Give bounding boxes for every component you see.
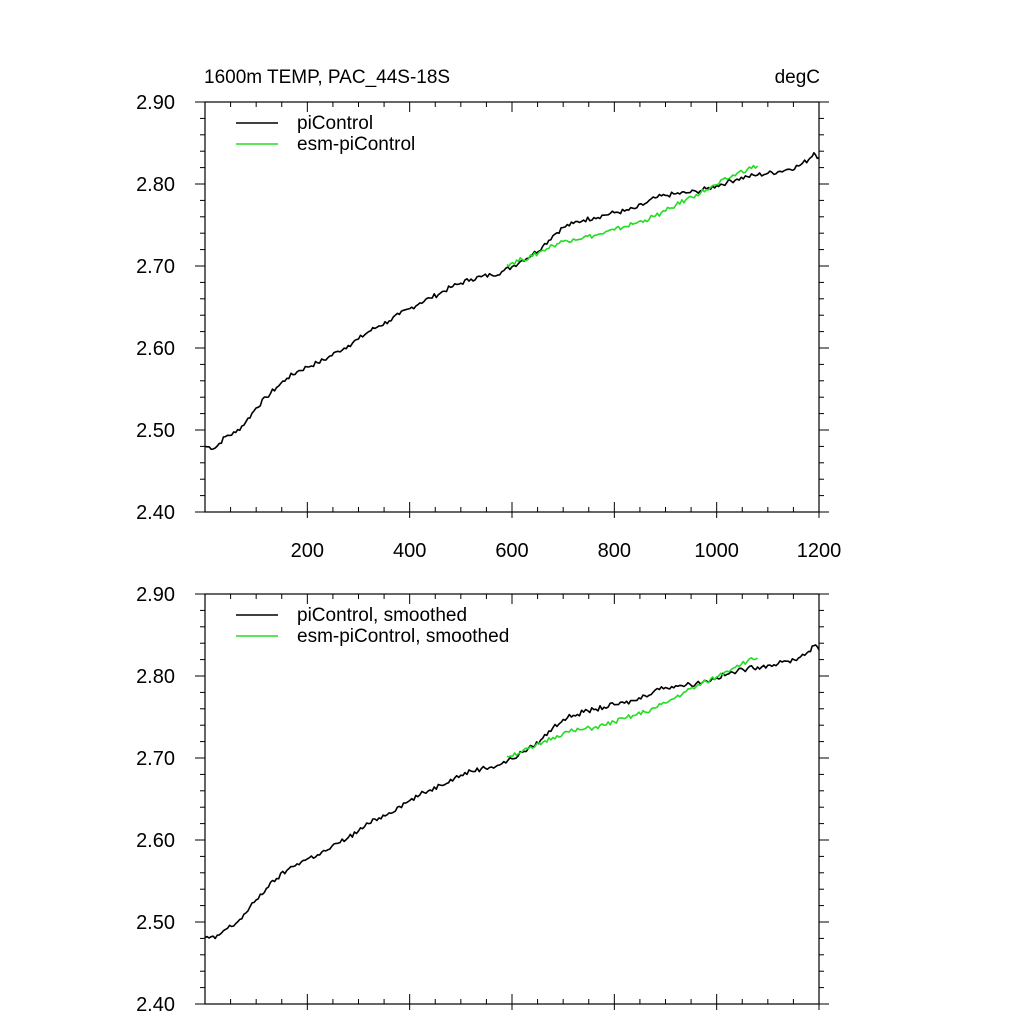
units-label: degC [775, 67, 820, 88]
series-line-0 [204, 644, 820, 940]
legend-label: piControl [297, 113, 373, 134]
panel-bottom: 2.40 2.50 2.60 2.70 2.80 2.90 piControl, smoot… [136, 584, 829, 1016]
series-line-0 [204, 152, 820, 451]
x-tick-label: 1200 [797, 540, 842, 562]
figure-title: 1600m TEMP, PAC_44S-18S [204, 67, 450, 88]
series-line-1 [506, 657, 759, 758]
y-tick-label: 2.90 [136, 92, 175, 114]
x-tick-label: 1000 [694, 540, 739, 562]
panel-top: 200 400 600 800 1000 1200 2.40 2.50 2.60 2.70 2.80… [136, 92, 841, 562]
y-tick-label: 2.50 [136, 420, 175, 442]
x-tick-label: 400 [393, 540, 426, 562]
y-tick-label: 2.70 [136, 748, 175, 770]
y-tick-label: 2.90 [136, 584, 175, 606]
legend-label: esm-piControl, smoothed [297, 626, 509, 647]
y-tick-label: 2.40 [136, 502, 175, 524]
y-tick-label: 2.50 [136, 912, 175, 934]
y-tick-label: 2.70 [136, 256, 175, 278]
y-tick-label: 2.60 [136, 830, 175, 852]
series-line-1 [506, 164, 759, 267]
x-tick-label: 200 [291, 540, 324, 562]
x-tick-label: 800 [598, 540, 631, 562]
legend-label: esm-piControl [297, 134, 415, 155]
x-tick-label: 600 [495, 540, 528, 562]
y-tick-label: 2.80 [136, 666, 175, 688]
y-tick-label: 2.80 [136, 174, 175, 196]
legend-label: piControl, smoothed [297, 605, 467, 626]
y-tick-label: 2.40 [136, 994, 175, 1016]
y-tick-label: 2.60 [136, 338, 175, 360]
